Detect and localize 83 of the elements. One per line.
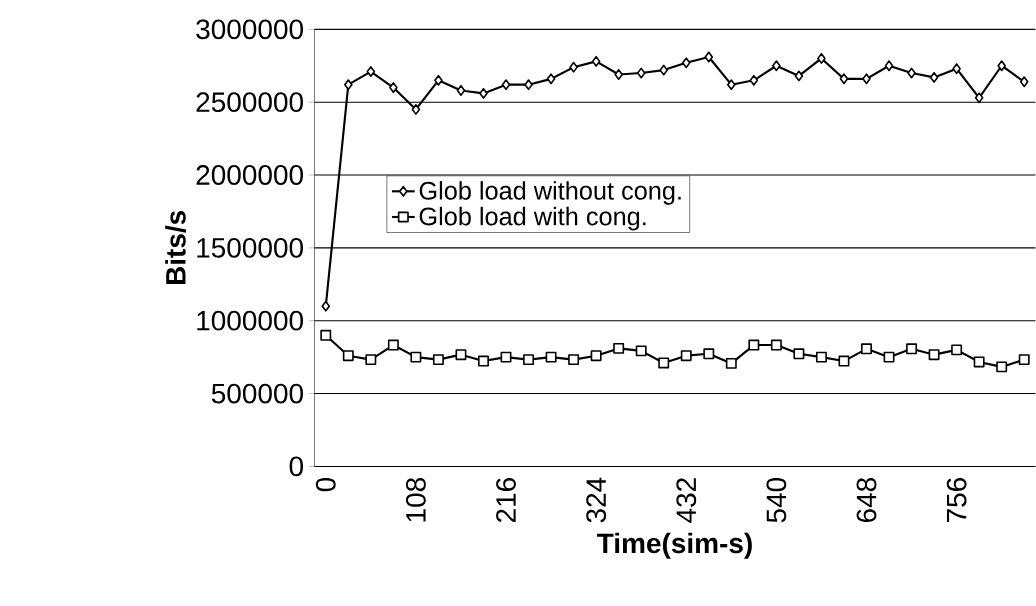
point	[772, 60, 781, 72]
point	[636, 67, 646, 79]
point	[432, 353, 444, 365]
y-tick-label: 3000000	[196, 19, 303, 40]
x-tick-label: 756	[946, 477, 967, 522]
y-tick-label: 1500000	[197, 237, 303, 258]
point	[635, 345, 647, 357]
legend-label: Glob load with cong.	[419, 206, 646, 231]
point	[997, 60, 1006, 72]
point	[479, 87, 488, 99]
point	[951, 344, 963, 356]
point	[456, 84, 466, 96]
point	[455, 349, 467, 360]
point	[342, 350, 354, 361]
point	[1019, 76, 1029, 88]
point	[794, 70, 804, 82]
point	[861, 343, 872, 355]
point	[613, 342, 625, 354]
point	[793, 348, 805, 360]
point	[883, 351, 895, 363]
y-tick-label: 500000	[211, 383, 303, 404]
point	[907, 67, 916, 79]
point	[321, 300, 331, 312]
x-tick-label: 324	[586, 477, 607, 523]
point	[410, 351, 422, 363]
point	[366, 65, 376, 77]
point	[928, 349, 940, 360]
point	[770, 339, 782, 351]
point	[906, 343, 918, 355]
y-tick-label: 0	[289, 456, 304, 477]
x-tick-label: 0	[315, 477, 336, 492]
x-tick-label: 648	[856, 477, 877, 522]
legend-label: Glob load without cong.	[419, 180, 681, 205]
x-tick-label: 108	[405, 477, 426, 522]
point	[320, 329, 332, 341]
point	[862, 73, 871, 85]
point	[703, 348, 715, 360]
point	[974, 92, 984, 104]
point	[501, 79, 511, 90]
point	[568, 353, 580, 365]
y-tick-label: 2000000	[196, 164, 303, 185]
point	[500, 351, 512, 363]
point	[590, 350, 602, 361]
point	[365, 353, 377, 365]
point	[725, 357, 737, 369]
y-tick-label: 1000000	[197, 310, 303, 331]
point	[523, 353, 535, 365]
point	[817, 52, 826, 64]
point	[545, 351, 557, 363]
point	[546, 73, 556, 85]
x-tick-label: 540	[766, 477, 787, 523]
point	[344, 79, 353, 90]
point	[524, 79, 533, 90]
point	[681, 57, 691, 69]
point	[952, 63, 961, 74]
point	[389, 81, 398, 93]
x-axis-title: Time(sim-s)	[597, 532, 752, 559]
point	[411, 103, 421, 115]
x-tick-label: 432	[676, 478, 697, 523]
point	[591, 55, 601, 67]
point	[839, 73, 849, 85]
point	[1018, 353, 1030, 365]
y-tick-label: 2500000	[196, 92, 303, 112]
point	[749, 74, 759, 86]
point	[996, 361, 1008, 373]
x-tick-label: 216	[496, 477, 516, 522]
point	[614, 68, 623, 80]
point	[434, 74, 443, 86]
point	[658, 357, 670, 369]
point	[884, 60, 894, 72]
y-axis-title: Bits/s	[165, 210, 187, 284]
point	[727, 79, 736, 90]
point	[973, 356, 985, 368]
point	[704, 51, 714, 63]
point	[748, 339, 760, 351]
point	[838, 355, 850, 367]
point	[680, 350, 692, 361]
point	[815, 351, 827, 363]
point	[929, 71, 939, 83]
point	[478, 355, 489, 367]
point	[659, 64, 669, 76]
point	[387, 339, 399, 351]
point	[569, 61, 578, 73]
